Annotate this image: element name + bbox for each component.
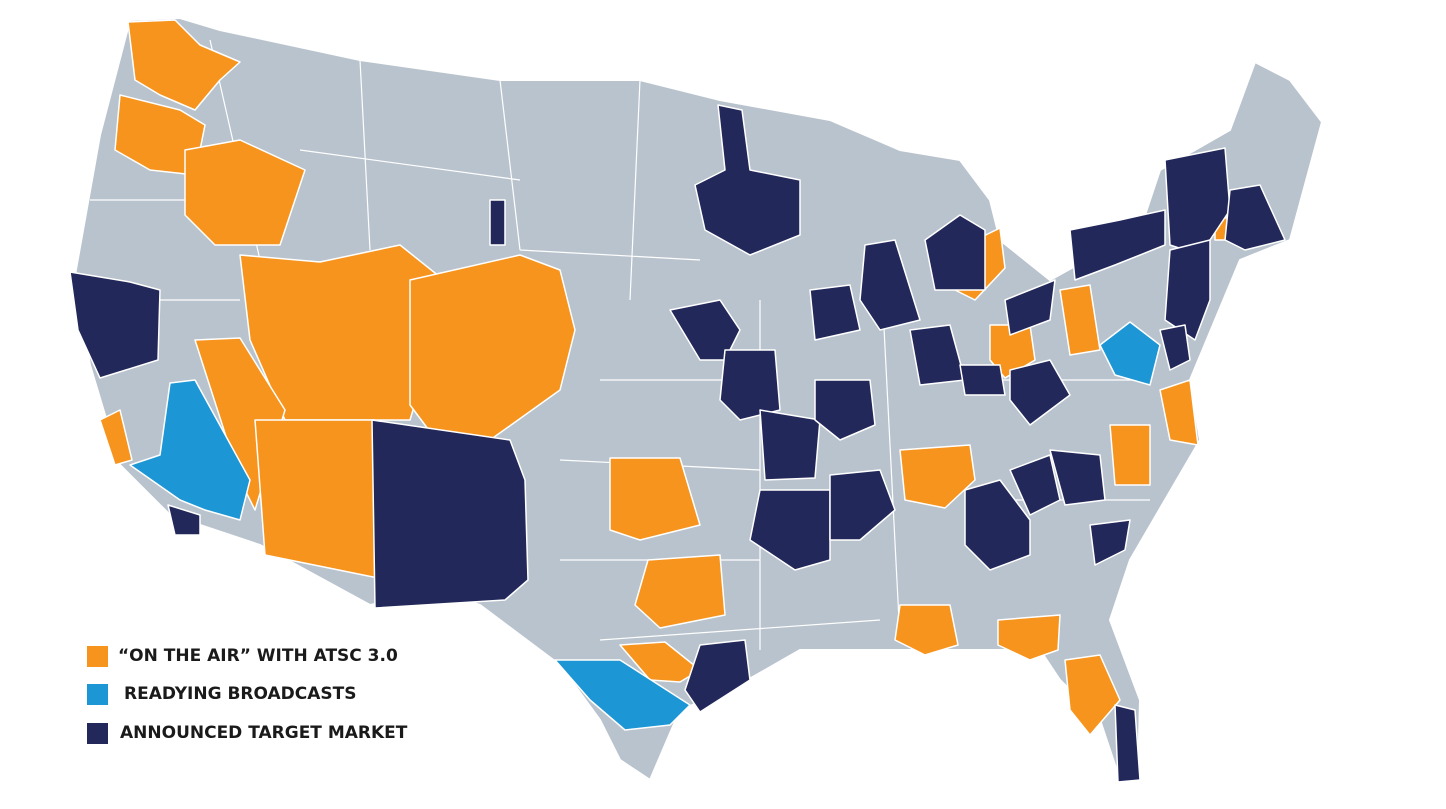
market-region (829, 469, 896, 541)
market-region (1009, 454, 1061, 516)
market-region (899, 444, 976, 509)
market-region (167, 504, 201, 536)
market-region (859, 239, 921, 331)
market-region (371, 419, 529, 609)
market-region (634, 554, 726, 629)
market-region (1109, 424, 1151, 486)
market-region (809, 284, 861, 341)
market-region (409, 254, 576, 446)
market-region (1114, 704, 1141, 783)
market-region (894, 604, 959, 656)
market-region (1049, 449, 1106, 506)
legend: “ON THE AIR” WITH ATSC 3.0 READYING BROAD… (87, 646, 408, 744)
market-region (684, 639, 751, 713)
market-region (1224, 184, 1286, 251)
market-region (759, 409, 821, 481)
market-region (719, 349, 781, 421)
market-region (694, 104, 801, 256)
legend-swatch (87, 646, 108, 667)
market-region (1009, 359, 1071, 426)
market-region (814, 379, 876, 441)
readying-markets (129, 321, 1161, 731)
market-region (1069, 209, 1166, 281)
legend-label: “ON THE AIR” WITH ATSC 3.0 (118, 646, 398, 666)
on-air-markets (99, 19, 1236, 736)
market-region (1164, 239, 1211, 341)
market-region (129, 379, 251, 521)
market-region (1089, 519, 1131, 566)
market-region (1159, 324, 1191, 371)
market-region (1164, 147, 1231, 256)
legend-swatch (87, 684, 108, 705)
market-region (1064, 654, 1121, 736)
market-region (99, 409, 133, 466)
market-region (749, 489, 831, 571)
market-region (254, 419, 379, 579)
target-markets (69, 104, 1286, 783)
market-region (184, 139, 306, 246)
market-region (997, 614, 1061, 661)
market-region (959, 364, 1006, 396)
market-region (609, 457, 701, 541)
market-region (554, 659, 691, 731)
market-region (127, 19, 241, 111)
market-region (69, 271, 161, 379)
legend-label: ANNOUNCED TARGET MARKET (120, 723, 408, 743)
market-region (1099, 321, 1161, 386)
market-region (924, 214, 986, 291)
market-region (669, 299, 741, 361)
market-region (1004, 279, 1056, 336)
market-region (489, 199, 506, 246)
legend-label: READYING BROADCASTS (124, 684, 357, 704)
legend-swatch (87, 723, 108, 744)
market-region (1059, 284, 1101, 356)
market-region (1159, 379, 1199, 446)
market-region (964, 479, 1031, 571)
